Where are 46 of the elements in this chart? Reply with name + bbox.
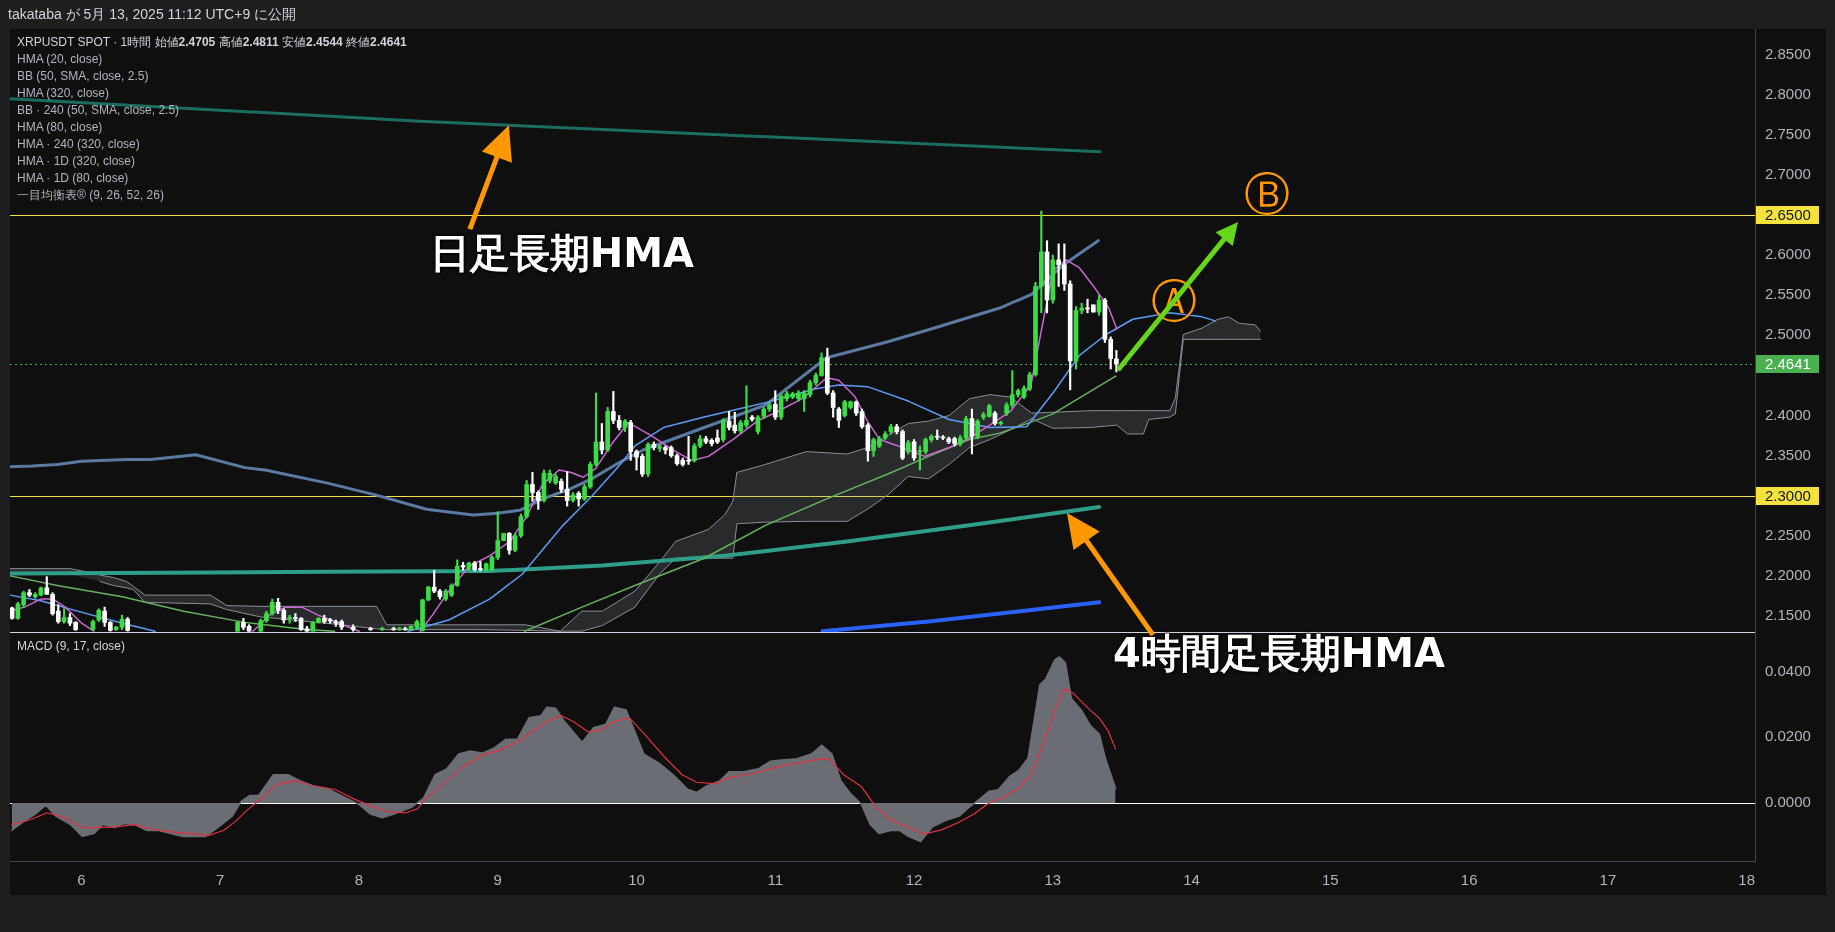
x-tick-label: 12 [905,871,923,889]
y-tick-label: 2.5000 [1765,325,1811,343]
annotation: HMA · 1D (80, close) [17,170,129,187]
x-tick-label: 11 [767,871,784,889]
ref-line-label: 2.3000 [1765,487,1811,505]
x-tick-label: 13 [1044,871,1062,889]
y-tick-label: 0.0400 [1765,661,1811,679]
text: XRPUSDT SPOT · 1時間 始値2.4705 高値2.4811 安値2.4544 終値2.4641 [17,34,407,51]
x-tick-label: 16 [1460,871,1478,889]
y-tick-label: 2.5500 [1765,285,1811,303]
annotation: 日足長期HMA [429,230,694,277]
annotation: HMA (320, close) [17,85,110,102]
y-tick-label: 2.7500 [1765,124,1811,142]
x-tick-label: 17 [1599,871,1617,889]
annotation: 一目均衡表® (9, 26, 52, 26) [17,187,164,204]
annotation: BB (50, SMA, close, 2.5) [17,68,149,85]
text: MACD (9, 17, close) [17,638,126,655]
annotation: HMA · 240 (320, close) [17,136,140,153]
x-tick-label: 10 [628,871,645,889]
annotation: HMA (20, close) [17,51,103,68]
x-tick-label: 15 [1322,871,1339,889]
annotation: 4時間足長期HMA [1112,630,1446,676]
y-tick-label: 2.6000 [1765,245,1811,263]
y-tick-label: 2.2500 [1765,525,1811,543]
y-tick-label: 2.1500 [1765,606,1811,624]
x-tick-label: 14 [1183,871,1200,889]
y-tick-label: 2.7000 [1765,165,1811,183]
x-tick-label: 9 [493,871,502,889]
annotation: HMA (80, close) [17,119,103,136]
x-tick-label: 7 [216,871,225,889]
ref-line-label: 2.6500 [1765,206,1811,224]
y-tick-label: 0.0200 [1765,727,1811,745]
y-tick-label: 2.2000 [1765,566,1811,584]
y-tick-label: 2.4000 [1765,405,1811,423]
text: takataba が 5月 13, 2025 11:12 UTC+9 に公開 [8,5,297,23]
y-tick-label: 2.8000 [1765,84,1811,102]
y-tick-label: 0.0000 [1765,793,1811,811]
y-tick-label: 2.8500 [1765,44,1811,62]
x-tick-label: 8 [354,871,364,889]
x-tick-label: 6 [77,871,86,889]
ref-line-label: 2.4641 [1765,355,1811,373]
y-tick-label: 2.3500 [1765,445,1811,463]
x-tick-label: 18 [1738,871,1756,889]
annotation: Ⓑ [1244,167,1290,221]
annotation: HMA · 1D (320, close) [17,153,136,170]
annotation: BB · 240 (50, SMA, close, 2.5) [17,102,180,119]
